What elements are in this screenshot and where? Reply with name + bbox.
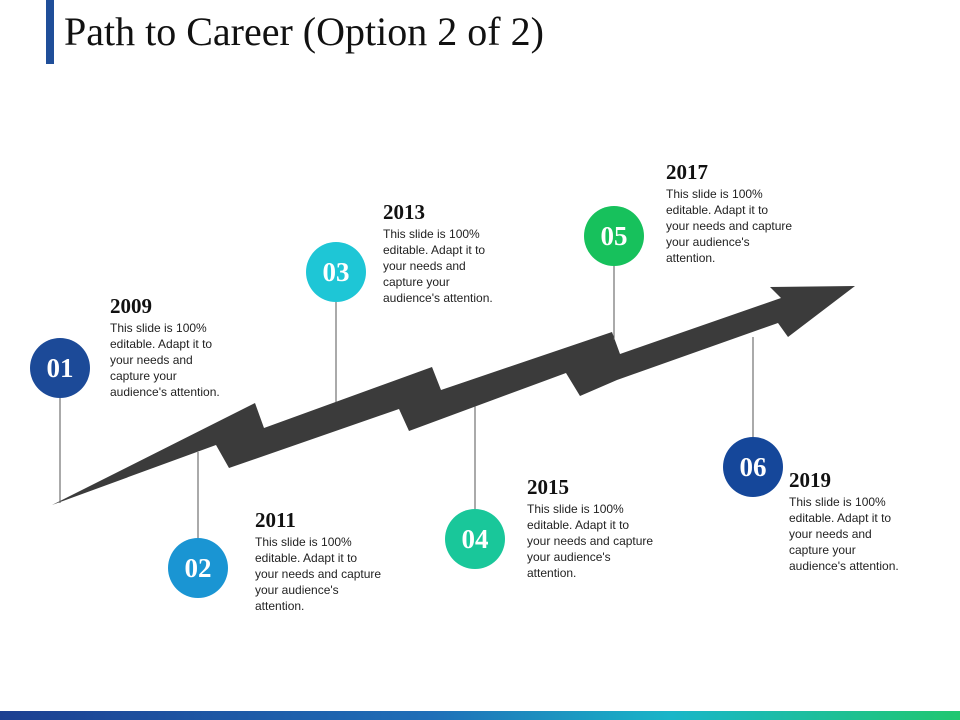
milestone-description-line: attention.: [527, 566, 577, 580]
milestone-number-circle: 03: [306, 242, 366, 302]
milestone-description-line: audience's attention.: [110, 385, 220, 399]
milestone-description: This slide is 100% editable. Adapt it to y…: [383, 226, 493, 306]
milestone-description-line: your needs and capture: [527, 534, 654, 548]
milestone-description: This slide is 100% editable. Adapt it to y…: [255, 534, 381, 614]
milestone-description-line: your audience's: [666, 235, 750, 249]
milestone-description-line: audience's attention.: [383, 291, 493, 305]
milestone-description: This slide is 100% editable. Adapt it to y…: [110, 320, 220, 400]
milestone-text-block: 2009 This slide is 100% editable. Adapt it…: [110, 294, 220, 400]
career-path-arrow: [52, 286, 855, 505]
page-title: Path to Career (Option 2 of 2): [64, 9, 544, 54]
milestone-description-line: editable. Adapt it to: [110, 337, 213, 351]
milestone-description-line: This slide is 100%: [789, 495, 886, 509]
milestone-description-line: capture your: [789, 543, 856, 557]
milestone-number-circle: 01: [30, 338, 90, 398]
milestone-description-line: your audience's: [255, 583, 339, 597]
milestone-number-circle: 04: [445, 509, 505, 569]
milestone-year: 2009: [110, 294, 152, 318]
footer-gradient-bar: [0, 711, 960, 720]
milestone-description-line: This slide is 100%: [666, 187, 763, 201]
milestone-description-line: attention.: [666, 251, 716, 265]
milestone-text-block: 2013 This slide is 100% editable. Adapt it…: [383, 200, 493, 306]
milestone-description-line: This slide is 100%: [527, 502, 624, 516]
milestone-description-line: capture your: [110, 369, 177, 383]
milestone-description-line: editable. Adapt it to: [666, 203, 769, 217]
milestone-text-block: 2011 This slide is 100% editable. Adapt it…: [255, 508, 381, 614]
milestone-year: 2013: [383, 200, 425, 224]
milestone-year: 2019: [789, 468, 831, 492]
milestone-description-line: editable. Adapt it to: [527, 518, 630, 532]
milestone-text-block: 2015 This slide is 100% editable. Adapt it…: [527, 475, 653, 581]
milestone-number-circle: 02: [168, 538, 228, 598]
milestone-description: This slide is 100% editable. Adapt it to y…: [789, 494, 899, 574]
milestone-number-circle: 06: [723, 437, 783, 497]
milestone-description-line: editable. Adapt it to: [789, 511, 892, 525]
milestone-description-line: audience's attention.: [789, 559, 899, 573]
milestone-description-line: capture your: [383, 275, 450, 289]
milestone-text-block: 2019 This slide is 100% editable. Adapt it…: [789, 468, 899, 574]
milestone-year: 2017: [666, 160, 708, 184]
milestone-description-line: your audience's: [527, 550, 611, 564]
milestone-text-block: 2017 This slide is 100% editable. Adapt it…: [666, 160, 792, 266]
milestone-description-line: This slide is 100%: [255, 535, 352, 549]
milestone-description-line: your needs and: [383, 259, 466, 273]
milestone-description-line: editable. Adapt it to: [383, 243, 486, 257]
milestone-number-circle: 05: [584, 206, 644, 266]
title-accent-bar: [46, 0, 54, 64]
milestone-description: This slide is 100% editable. Adapt it to y…: [666, 186, 792, 266]
milestone-description-line: This slide is 100%: [383, 227, 480, 241]
milestone-description-line: This slide is 100%: [110, 321, 207, 335]
milestone-description-line: your needs and: [789, 527, 872, 541]
milestone-description-line: attention.: [255, 599, 305, 613]
milestone-description-line: your needs and capture: [666, 219, 793, 233]
milestone-description-line: editable. Adapt it to: [255, 551, 358, 565]
milestone-description-line: your needs and: [110, 353, 193, 367]
milestone-year: 2015: [527, 475, 569, 499]
milestone-description-line: your needs and capture: [255, 567, 382, 581]
milestone-description: This slide is 100% editable. Adapt it to y…: [527, 501, 653, 581]
milestone-year: 2011: [255, 508, 296, 532]
